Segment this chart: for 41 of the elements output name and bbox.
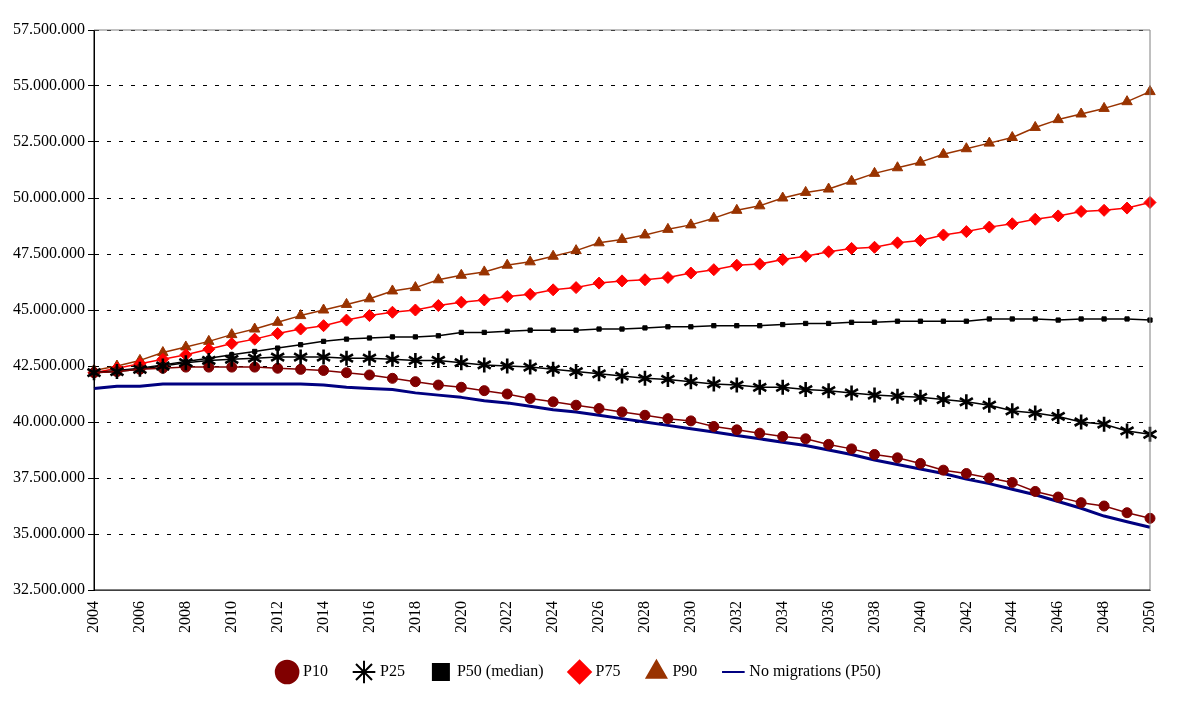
- legend-label: P10: [303, 662, 329, 680]
- y-tick-label: 50.000.000: [13, 188, 85, 206]
- x-tick-label: 2050: [1140, 601, 1158, 633]
- x-tick-label: 2022: [497, 601, 515, 633]
- x-tick-label: 2042: [956, 601, 974, 633]
- legend-label: P90: [672, 662, 698, 680]
- y-tick-label: 52.500.000: [13, 132, 85, 150]
- y-tick-label: 42.500.000: [13, 356, 85, 374]
- x-tick-label: 2014: [313, 601, 331, 633]
- x-tick-label: 2026: [589, 601, 607, 633]
- x-tick-label: 2024: [543, 601, 561, 633]
- y-tick-label: 55.000.000: [13, 76, 85, 94]
- x-tick-label: 2028: [635, 601, 653, 633]
- x-tick-label: 2048: [1094, 601, 1112, 633]
- legend-label: P50 (median): [456, 662, 544, 681]
- y-tick-label: 57.500.000: [13, 20, 85, 38]
- legend-label: No migrations (P50): [749, 662, 881, 681]
- x-tick-label: 2032: [726, 601, 744, 633]
- x-tick-label: 2012: [267, 601, 285, 633]
- y-tick-label: 40.000.000: [13, 412, 85, 430]
- x-tick-label: 2046: [1048, 601, 1066, 633]
- y-tick-label: 32.500.000: [13, 580, 85, 598]
- y-tick-label: 37.500.000: [13, 468, 85, 486]
- y-tick-label: 35.000.000: [13, 524, 85, 542]
- x-tick-label: 2020: [451, 601, 469, 633]
- legend-label: P25: [380, 662, 405, 680]
- x-tick-label: 2016: [359, 601, 377, 633]
- x-tick-label: 2018: [405, 601, 423, 633]
- x-tick-label: 2008: [176, 601, 194, 633]
- x-tick-label: 2034: [772, 601, 790, 633]
- y-tick-label: 47.500.000: [13, 244, 85, 262]
- legend-label: P75: [595, 662, 621, 680]
- x-tick-label: 2036: [818, 601, 836, 633]
- y-tick-label: 45.000.000: [13, 300, 85, 318]
- x-tick-label: 2010: [221, 601, 239, 633]
- x-tick-label: 2004: [84, 601, 102, 633]
- x-tick-label: 2030: [681, 601, 699, 633]
- x-tick-label: 2044: [1002, 601, 1020, 633]
- x-tick-label: 2006: [130, 601, 148, 633]
- x-tick-label: 2038: [864, 601, 882, 633]
- x-tick-label: 2040: [910, 601, 928, 633]
